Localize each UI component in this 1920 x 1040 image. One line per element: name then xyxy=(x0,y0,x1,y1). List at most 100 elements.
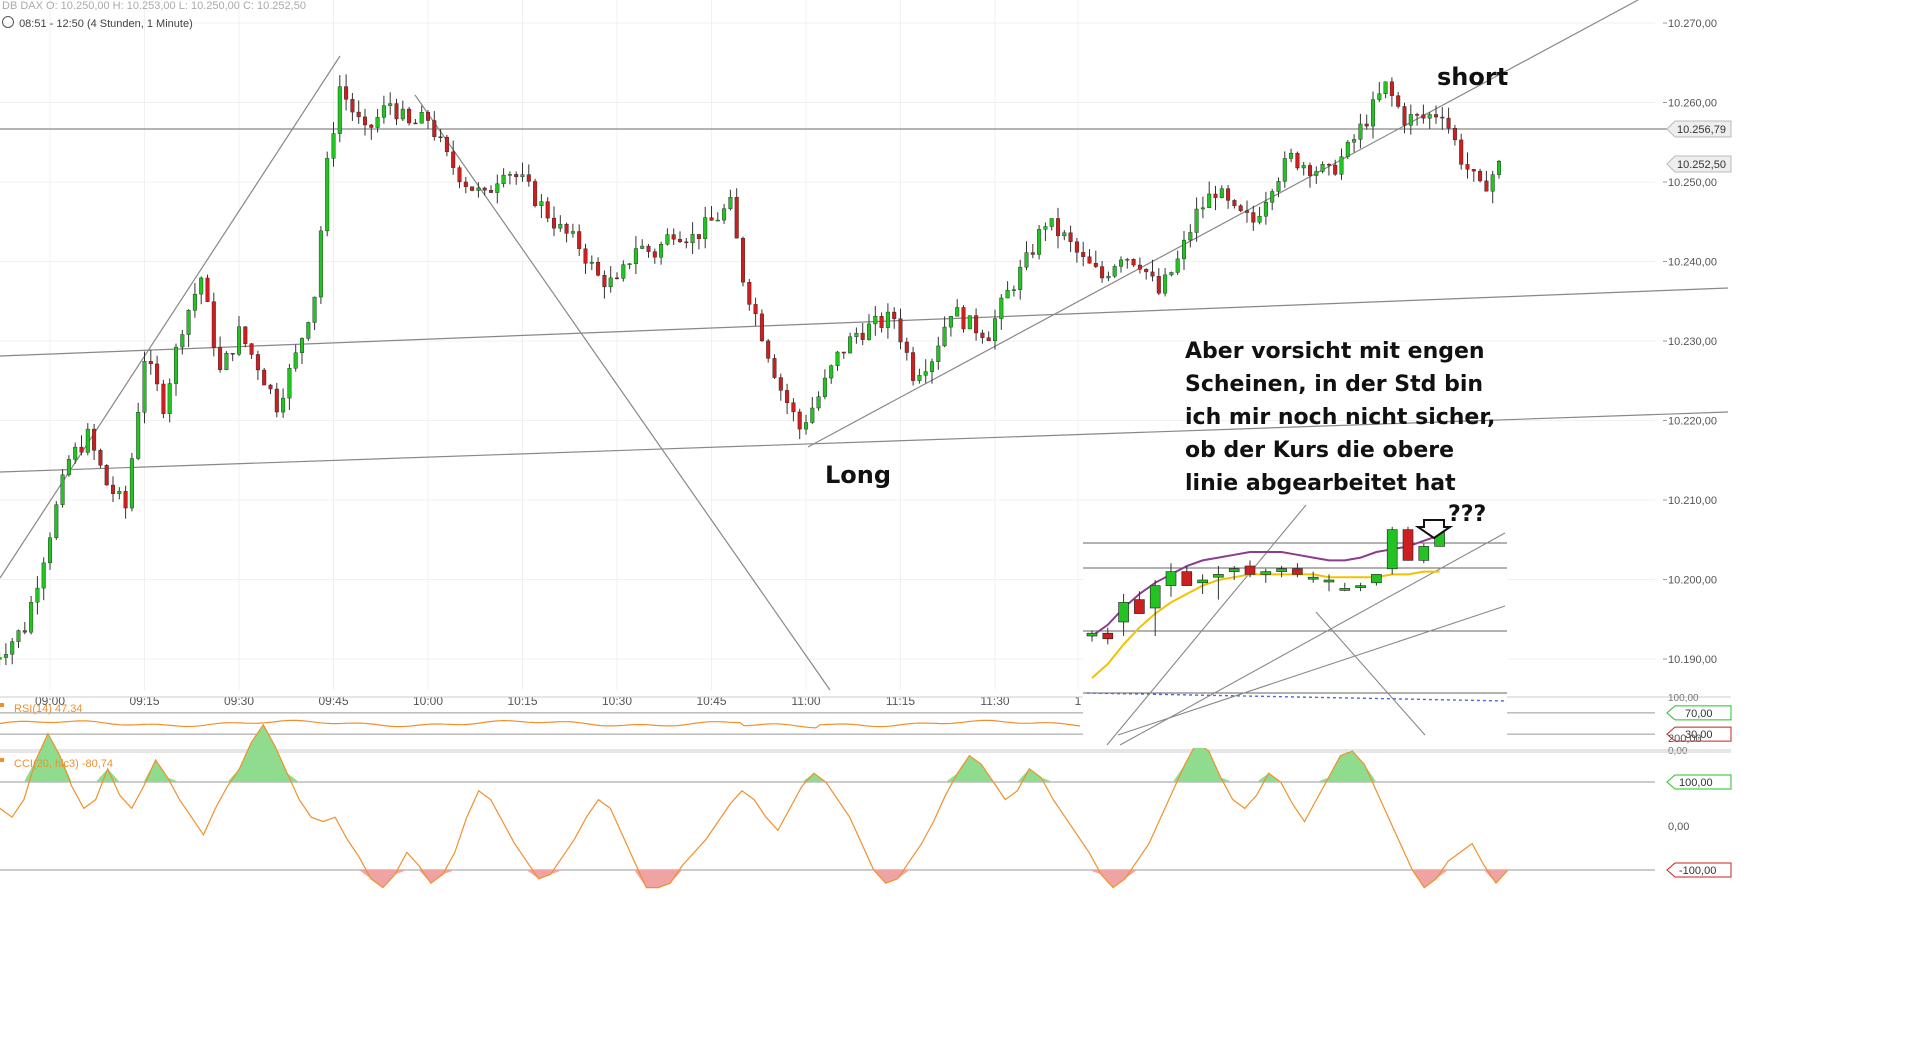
candle-body xyxy=(1307,165,1312,176)
candle-body xyxy=(331,133,336,159)
candle-body xyxy=(281,397,286,413)
candle-body xyxy=(646,245,651,252)
candle-body xyxy=(810,407,815,423)
x-tick-label: 1 xyxy=(1075,694,1082,708)
candle-body xyxy=(1465,164,1470,170)
candle-body xyxy=(344,86,349,100)
candle-body xyxy=(1408,114,1413,126)
candle-body xyxy=(1478,170,1483,182)
candle-body xyxy=(1043,226,1048,230)
candle-body xyxy=(413,122,418,125)
period-text: 08:51 - 12:50 (4 Stunden, 1 Minute) xyxy=(19,18,193,30)
candle-body xyxy=(1276,181,1281,192)
candle-body xyxy=(41,562,46,589)
y-tick-label: 10.210,00 xyxy=(1668,495,1717,507)
cci-tick-label: 100,00 xyxy=(1679,777,1713,789)
candle-body xyxy=(0,657,2,660)
candle-body xyxy=(974,315,979,334)
candle-body xyxy=(741,237,746,283)
candle-body xyxy=(1301,165,1306,169)
x-tick-label: 11:15 xyxy=(886,694,915,708)
candle-body xyxy=(1213,193,1218,198)
candle-body xyxy=(879,316,884,328)
candle-body xyxy=(659,244,664,258)
candle-body xyxy=(35,587,40,603)
candle-body xyxy=(255,354,260,371)
cci-level-box xyxy=(1666,862,1732,878)
note-line: Scheinen, in der Std bin xyxy=(1185,372,1484,397)
candle-body xyxy=(640,245,645,249)
quote-line: DB DAX O: 10.250,00 H: 10.253,00 L: 10.2… xyxy=(2,0,306,12)
candle-body xyxy=(1081,252,1086,257)
candle-body xyxy=(10,641,15,655)
candle-body xyxy=(1326,164,1331,166)
inset-candle-body xyxy=(1086,632,1098,637)
candle-body xyxy=(1383,81,1388,95)
inset-candle-body xyxy=(1228,568,1240,572)
candle-body xyxy=(1024,252,1029,268)
candle-body xyxy=(1137,264,1142,270)
y-tick-label: 10.220,00 xyxy=(1668,416,1717,428)
candle-body xyxy=(463,181,468,187)
candle-body xyxy=(1352,139,1357,143)
x-tick-label: 10:15 xyxy=(507,694,537,708)
rsi-level-box xyxy=(1666,726,1732,742)
y-tick-label: 10.270,00 xyxy=(1668,18,1717,30)
inset-candle-body xyxy=(1355,585,1366,588)
x-tick-label: 10:30 xyxy=(602,694,632,708)
candle-body xyxy=(690,234,695,244)
candle-body xyxy=(495,183,500,193)
candle-body xyxy=(419,112,424,124)
y-tick-label: 10.230,00 xyxy=(1668,336,1717,348)
candle-body xyxy=(911,352,916,381)
candle-body xyxy=(1244,210,1249,213)
rsi-tick-label: 70,00 xyxy=(1685,708,1713,720)
candle-body xyxy=(1238,205,1243,211)
candle-body xyxy=(948,315,953,328)
inset-candle-body xyxy=(1165,571,1177,586)
candle-body xyxy=(621,264,626,279)
candle-body xyxy=(848,336,853,354)
candle-body xyxy=(955,307,960,317)
candle-body xyxy=(986,337,991,342)
candle-body xyxy=(577,231,582,249)
candle-body xyxy=(1163,274,1168,294)
candle-body xyxy=(1320,164,1325,172)
candle-body xyxy=(993,318,998,342)
candle-body xyxy=(545,201,550,219)
candle-body xyxy=(816,396,821,409)
candle-body xyxy=(1144,269,1149,273)
candle-body xyxy=(268,384,273,390)
candle-body xyxy=(300,338,305,353)
rsi-tick-label: 30,00 xyxy=(1685,729,1713,741)
candle-body xyxy=(211,301,216,348)
candle-body xyxy=(48,537,53,564)
candle-body xyxy=(1112,266,1117,277)
candle-body xyxy=(552,217,557,229)
candle-body xyxy=(1377,93,1382,100)
candle-body xyxy=(722,208,727,221)
candle-body xyxy=(205,277,210,302)
candle-body xyxy=(369,124,374,128)
cci-tick-label: -100,00 xyxy=(1679,865,1716,877)
rsi-line xyxy=(0,719,1081,729)
candle-body xyxy=(1459,139,1464,165)
candle-body xyxy=(627,263,632,265)
candle-body xyxy=(1257,216,1262,223)
candle-body xyxy=(66,459,71,476)
candle-body xyxy=(822,377,827,397)
candle-body xyxy=(426,112,431,121)
candle-body xyxy=(1055,218,1060,237)
candle-body xyxy=(583,248,588,264)
candle-body xyxy=(778,377,783,391)
candle-body xyxy=(709,217,714,221)
candle-body xyxy=(85,428,90,453)
note-line: ob der Kurs die obere xyxy=(1185,438,1455,463)
candle-body xyxy=(1415,114,1420,116)
cci-tick-label: 200,00 xyxy=(1668,733,1702,745)
candle-body xyxy=(224,353,229,370)
inset-trend-line xyxy=(1315,611,1426,736)
candle-body xyxy=(602,275,607,288)
note-line: Aber vorsicht mit engen xyxy=(1185,339,1485,364)
inset-dotted-line xyxy=(1086,692,1508,702)
